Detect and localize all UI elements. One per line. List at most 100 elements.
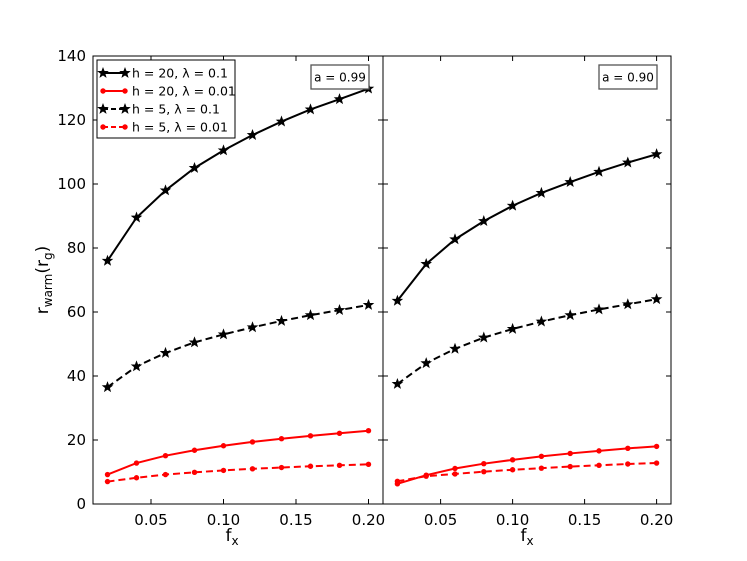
data-point bbox=[278, 436, 285, 442]
data-point bbox=[130, 211, 143, 223]
data-point bbox=[191, 447, 198, 453]
data-point bbox=[336, 430, 343, 436]
series-1 bbox=[391, 148, 663, 306]
data-point bbox=[333, 93, 346, 105]
x-tick-label: 0.20 bbox=[352, 511, 385, 529]
legend-marker bbox=[122, 124, 128, 130]
panel-annotation: a = 0.99 bbox=[310, 64, 370, 90]
data-point bbox=[535, 315, 548, 327]
data-point bbox=[596, 462, 602, 468]
x-tick-label: 0.05 bbox=[424, 511, 457, 529]
series-3 bbox=[101, 298, 375, 393]
series-line bbox=[396, 153, 657, 302]
data-point bbox=[133, 475, 140, 481]
data-point bbox=[509, 457, 516, 463]
legend-entry: h = 20, λ = 0.1 bbox=[97, 66, 228, 81]
data-point bbox=[593, 303, 605, 315]
data-point bbox=[506, 199, 519, 211]
data-point bbox=[478, 331, 490, 343]
legend-marker bbox=[119, 102, 131, 114]
data-point bbox=[162, 452, 169, 459]
legend-label: h = 20, λ = 0.1 bbox=[132, 66, 228, 81]
legend-label: h = 5, λ = 0.01 bbox=[132, 120, 228, 135]
data-point bbox=[391, 377, 404, 389]
legend-marker bbox=[100, 88, 106, 94]
data-point bbox=[220, 443, 227, 449]
data-point bbox=[365, 428, 372, 434]
data-point bbox=[420, 357, 432, 369]
data-point bbox=[246, 321, 259, 333]
legend-marker bbox=[122, 88, 128, 94]
data-point bbox=[535, 186, 548, 198]
data-point bbox=[538, 465, 545, 471]
data-point bbox=[217, 328, 230, 340]
data-point bbox=[104, 471, 111, 478]
data-point bbox=[478, 215, 490, 227]
y-tick-label: 80 bbox=[67, 239, 86, 257]
series-3 bbox=[391, 293, 663, 389]
legend-label: h = 5, λ = 0.1 bbox=[132, 102, 220, 117]
legend-entry: h = 5, λ = 0.01 bbox=[100, 120, 228, 135]
data-point bbox=[596, 448, 602, 454]
data-point bbox=[333, 304, 346, 315]
y-axis-label: rwarm(rg) bbox=[33, 246, 55, 314]
data-point bbox=[423, 473, 429, 479]
data-point bbox=[420, 257, 432, 269]
data-point bbox=[567, 463, 573, 470]
data-point bbox=[391, 294, 404, 306]
data-point bbox=[101, 381, 114, 393]
data-point bbox=[275, 115, 288, 127]
data-point bbox=[622, 156, 634, 168]
data-point bbox=[481, 468, 487, 475]
data-point bbox=[249, 466, 256, 472]
data-point bbox=[162, 471, 169, 478]
annotation-box bbox=[310, 64, 370, 90]
data-point bbox=[481, 460, 487, 467]
y-tick-label: 20 bbox=[67, 431, 86, 449]
data-point bbox=[593, 165, 605, 177]
data-point bbox=[538, 453, 545, 460]
series-line bbox=[107, 463, 369, 483]
series-line bbox=[397, 445, 657, 485]
data-point bbox=[449, 342, 461, 354]
y-tick-label: 40 bbox=[67, 367, 86, 385]
data-point bbox=[130, 360, 143, 372]
data-point bbox=[650, 293, 663, 305]
x-tick-label: 0.05 bbox=[134, 511, 167, 529]
data-point bbox=[564, 176, 576, 187]
data-point bbox=[304, 309, 317, 321]
data-point bbox=[159, 184, 172, 196]
panel-annotation: a = 0.90 bbox=[598, 64, 658, 90]
data-point bbox=[653, 443, 660, 450]
y-tick-label: 0 bbox=[76, 495, 86, 513]
data-point bbox=[336, 462, 343, 468]
data-point bbox=[249, 439, 256, 445]
data-point bbox=[567, 450, 573, 457]
legend: h = 20, λ = 0.1 h = 20, λ = 0.01 h = 5, λ … bbox=[96, 59, 236, 139]
data-point bbox=[650, 148, 663, 160]
x-axis-label: fx bbox=[225, 526, 238, 548]
legend-entry: h = 5, λ = 0.1 bbox=[97, 102, 220, 117]
data-point bbox=[278, 464, 285, 471]
data-point bbox=[307, 433, 314, 439]
legend-entry: h = 20, λ = 0.01 bbox=[100, 84, 236, 99]
data-point bbox=[564, 309, 576, 321]
series-2 bbox=[104, 428, 372, 478]
x-tick-label: 0.20 bbox=[640, 511, 673, 529]
annotation-text: a = 0.90 bbox=[602, 71, 654, 85]
series-4 bbox=[394, 460, 660, 484]
data-point bbox=[394, 478, 401, 484]
data-point bbox=[220, 467, 227, 474]
legend-marker bbox=[119, 66, 131, 78]
x-tick-label: 0.15 bbox=[568, 511, 601, 529]
x-axis-label-right: fx bbox=[520, 526, 533, 548]
data-point bbox=[246, 128, 259, 140]
data-point bbox=[449, 233, 461, 245]
legend-label: h = 20, λ = 0.01 bbox=[132, 84, 236, 99]
data-point bbox=[452, 471, 458, 477]
data-point bbox=[275, 314, 288, 326]
panels-layer: 0.05 0.10 0.15 0.20 0 20 40 60 80 100 120 140 a = 0.… bbox=[57, 47, 673, 529]
data-point bbox=[362, 298, 375, 310]
data-point bbox=[191, 469, 198, 476]
